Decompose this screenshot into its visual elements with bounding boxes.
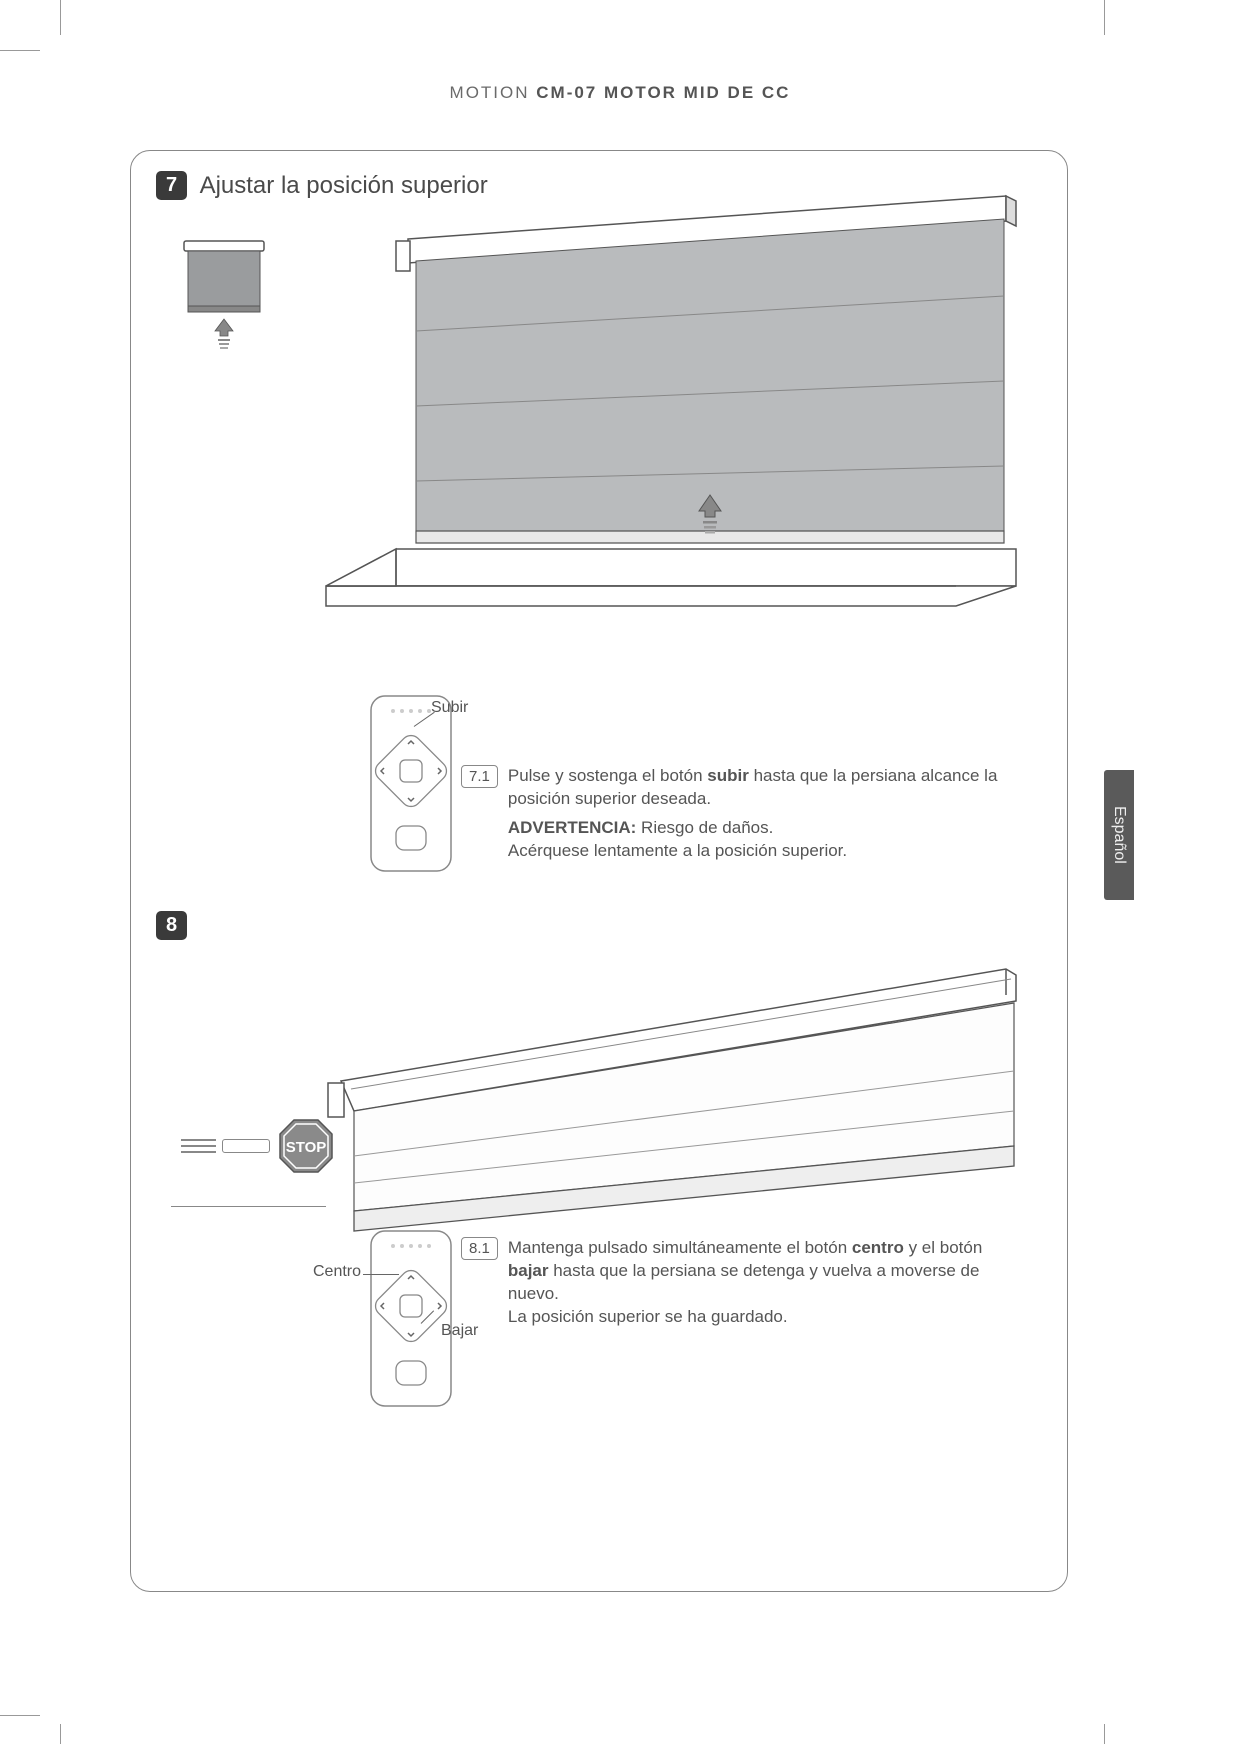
t: y el botón — [904, 1238, 982, 1257]
crop-mark — [60, 1724, 61, 1744]
language-tab: Español — [1104, 770, 1134, 900]
page-header: MOTION CM-07 MOTOR MID DE CC — [0, 83, 1240, 103]
t: La posición superior se ha guardado. — [508, 1306, 1001, 1329]
instruction-8-1-text: Mantenga pulsado simultáneamente el botó… — [508, 1237, 1001, 1329]
crop-mark — [1104, 1724, 1105, 1744]
remote-control-7 — [366, 691, 456, 876]
content-frame: 7 Ajustar la posición superior — [130, 150, 1068, 1592]
step-8-badge: 8 — [156, 911, 187, 940]
label-subir: Subir — [431, 699, 468, 717]
t: Pulse y sostenga el botón — [508, 766, 707, 785]
small-blind-icon — [176, 236, 286, 366]
stop-indicator: STOP — [181, 1116, 336, 1176]
t: Mantenga pulsado simultáneamente el botó… — [508, 1238, 852, 1257]
t: bajar — [508, 1261, 549, 1280]
crop-mark — [1104, 0, 1105, 35]
t: Acérquese lentamente a la posición super… — [508, 840, 1001, 863]
instruction-7-1: 7.1 Pulse y sostenga el botón subir hast… — [461, 765, 1001, 863]
stop-icon: STOP — [276, 1116, 336, 1176]
jog-line — [171, 1206, 326, 1207]
crop-mark — [0, 50, 40, 51]
t: hasta que la persiana se detenga y vuelv… — [508, 1261, 980, 1303]
label-centro: Centro — [313, 1263, 361, 1281]
instruction-7-1-text: Pulse y sostenga el botón subir hasta qu… — [508, 765, 1001, 863]
substep-7-1-badge: 7.1 — [461, 765, 498, 788]
step-8-header: 8 — [156, 911, 187, 940]
t: subir — [707, 766, 749, 785]
t: Riesgo de daños. — [636, 818, 773, 837]
crop-mark — [60, 0, 61, 35]
blind-illustration-7 — [316, 191, 1036, 641]
step-7-badge: 7 — [156, 171, 187, 200]
header-bold: CM-07 MOTOR MID DE CC — [536, 83, 790, 102]
instruction-8-1: 8.1 Mantenga pulsado simultáneamente el … — [461, 1237, 1001, 1329]
warning-label: ADVERTENCIA: — [508, 818, 636, 837]
crop-mark — [0, 1715, 40, 1716]
svg-text:STOP: STOP — [286, 1139, 327, 1156]
substep-8-1-badge: 8.1 — [461, 1237, 498, 1260]
t: centro — [852, 1238, 904, 1257]
header-light: MOTION — [450, 83, 537, 102]
leader-line — [363, 1274, 399, 1275]
remote-control-8 — [366, 1226, 456, 1411]
blind-illustration-8 — [316, 961, 1036, 1271]
